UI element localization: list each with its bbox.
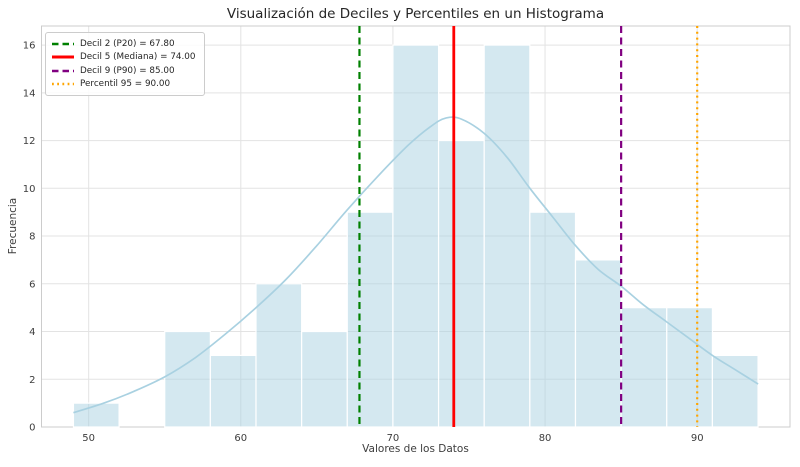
y-tick-label: 8 xyxy=(29,232,35,243)
histogram-bar xyxy=(255,283,303,428)
legend-item: Decil 9 (P90) = 85.00 xyxy=(52,64,196,78)
legend-line-sample-icon xyxy=(52,55,74,59)
legend-item: Decil 2 (P20) = 67.80 xyxy=(52,37,196,51)
legend: Decil 2 (P20) = 67.80 Decil 5 (Mediana) =… xyxy=(45,32,205,96)
x-tick-label: 80 xyxy=(539,433,552,444)
histogram-bar xyxy=(574,259,622,428)
histogram-bar xyxy=(72,402,120,428)
y-tick-label: 0 xyxy=(29,423,35,434)
histogram-bar xyxy=(529,211,577,428)
y-tick-label: 2 xyxy=(29,375,35,386)
histogram-bar xyxy=(666,307,714,428)
x-tick-label: 90 xyxy=(691,433,704,444)
x-tick-label: 60 xyxy=(234,433,247,444)
histogram-bar xyxy=(711,354,759,428)
y-tick-label: 4 xyxy=(29,327,35,338)
legend-line-sample-icon xyxy=(52,83,74,86)
histogram-bar xyxy=(209,354,257,428)
histogram-bar xyxy=(620,307,668,428)
legend-line-sample-icon xyxy=(52,69,74,72)
chart-title: Visualización de Deciles y Percentiles e… xyxy=(226,6,605,22)
legend-label: Percentil 95 = 90.00 xyxy=(80,79,171,90)
legend-item: Percentil 95 = 90.00 xyxy=(52,78,196,92)
y-axis-label: Frecuencia xyxy=(7,197,19,255)
histogram-bar xyxy=(437,139,485,428)
x-tick-label: 50 xyxy=(82,433,95,444)
legend-item: Decil 5 (Mediana) = 74.00 xyxy=(52,51,196,65)
y-tick-label: 16 xyxy=(23,41,36,52)
legend-line-sample-icon xyxy=(52,42,74,45)
y-tick-label: 6 xyxy=(29,279,35,290)
y-tick-label: 12 xyxy=(23,136,36,147)
x-axis-label: Valores de los Datos xyxy=(362,443,469,455)
histogram-bar xyxy=(301,330,348,428)
legend-label: Decil 9 (P90) = 85.00 xyxy=(80,65,175,76)
histogram-bar xyxy=(392,44,440,428)
histogram-bar xyxy=(483,44,531,428)
x-tick-label: 70 xyxy=(387,433,400,444)
histogram-bar xyxy=(164,330,211,428)
legend-label: Decil 2 (P20) = 67.80 xyxy=(80,38,175,49)
y-tick-label: 14 xyxy=(23,88,36,99)
histogram-bar xyxy=(346,211,394,428)
y-tick-label: 10 xyxy=(23,184,36,195)
legend-label: Decil 5 (Mediana) = 74.00 xyxy=(80,52,196,63)
